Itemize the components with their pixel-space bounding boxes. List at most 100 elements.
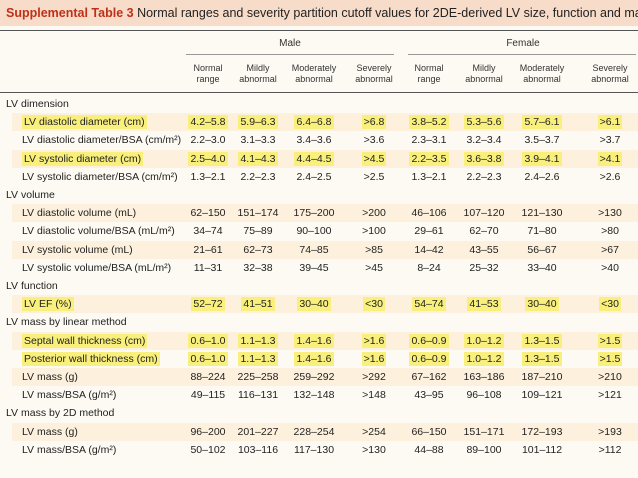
table-title: Supplemental Table 3 Normal ranges and s…: [0, 0, 638, 26]
table-number: Supplemental Table 3: [6, 6, 134, 20]
table-row: LV diastolic diameter (cm) 4.2–5.8 5.9–6.3…: [0, 113, 638, 132]
row-label: LV systolic diameter/BSA (cm/m²): [22, 168, 178, 186]
cell-value: >130: [362, 443, 386, 456]
table-cell: >1.6: [345, 350, 403, 368]
cell-value: 41–53: [467, 297, 501, 312]
table-cell: >193: [581, 423, 638, 441]
cell-value: >112: [598, 443, 622, 456]
cell-value: 151–171: [463, 425, 505, 438]
table-row: Septal wall thickness (cm) 0.6–1.0 1.1–1.3…: [0, 331, 638, 350]
table-cell: 132–148: [285, 386, 343, 404]
table-cell: 1.3–2.1: [400, 168, 458, 186]
table-cell: >130: [581, 204, 638, 222]
table-cell: 66–150: [400, 423, 458, 441]
row-label-text: Posterior wall thickness (cm): [22, 351, 160, 366]
table-cell: 14–42: [400, 241, 458, 259]
cell-value: 96–200: [190, 425, 226, 438]
column-header: Severely abnormal: [345, 59, 403, 89]
cell-value: 2.3–3.1: [411, 134, 447, 147]
row-label: LV mass/BSA (g/m²): [22, 386, 116, 404]
table-cell: >4.5: [345, 150, 403, 168]
row-label: Septal wall thickness (cm): [22, 332, 148, 350]
column-header-line: Moderately: [291, 63, 337, 73]
column-header-line: Normal: [414, 63, 444, 73]
cell-value: 163–186: [463, 371, 505, 383]
table-cell: 62–73: [229, 241, 287, 259]
table-cell: 43–95: [400, 386, 458, 404]
cell-value: 44–88: [414, 443, 444, 456]
cell-value: 4.4–4.5: [294, 151, 334, 166]
cell-value: 2.2–3.5: [409, 151, 449, 166]
table-row: LV diastolic diameter/BSA (cm/m²) 2.2–3.0…: [0, 131, 638, 149]
table-cell: 71–80: [513, 222, 571, 240]
table-cell: >1.5: [581, 350, 638, 368]
cell-value: 228–254: [293, 425, 335, 438]
cell-value: 1.1–1.3: [238, 333, 278, 348]
table-cell: 2.4–2.5: [285, 168, 343, 186]
cell-value: 107–120: [463, 207, 505, 220]
table-row: LV diastolic volume/BSA (mL/m²) 34–74 75–8…: [0, 222, 638, 240]
table-row: LV systolic volume/BSA (mL/m²) 11–31 32–38…: [0, 259, 638, 277]
cell-value: 3.2–3.4: [466, 134, 502, 147]
cell-value: >2.6: [599, 170, 621, 183]
table-cell: >3.7: [581, 131, 638, 149]
cell-value: >3.7: [599, 134, 621, 147]
table-cell: 3.5–3.7: [513, 131, 571, 149]
table-cell: 2.4–2.6: [513, 168, 571, 186]
row-label-text: LV systolic volume/BSA (mL/m²): [22, 261, 172, 274]
cell-value: >4.1: [597, 151, 623, 166]
table-cell: 21–61: [179, 241, 237, 259]
table-cell: 32–38: [229, 259, 287, 277]
cell-value: 32–38: [243, 261, 273, 274]
table-cell: 88–224: [179, 368, 237, 386]
cell-value: 67–162: [411, 371, 447, 383]
table-cell: 201–227: [229, 423, 287, 441]
table-cell: 30–40: [513, 295, 571, 313]
column-header-line: abnormal: [355, 74, 393, 84]
table-cell: 75–89: [229, 222, 287, 240]
cell-value: 2.2–3.0: [190, 134, 226, 147]
table-cell: 151–171: [455, 423, 513, 441]
cell-value: >121: [598, 389, 622, 402]
cell-value: >2.5: [363, 170, 385, 183]
cell-value: 43–55: [469, 243, 499, 256]
column-header-line: abnormal: [295, 74, 333, 84]
table-cell: 0.6–0.9: [400, 332, 458, 350]
cell-value: 62–150: [190, 207, 226, 220]
table-cell: 39–45: [285, 259, 343, 277]
table-cell: 46–106: [400, 204, 458, 222]
table-cell: 0.6–0.9: [400, 350, 458, 368]
table-row: LV mass (g) 88–224 225–258 259–292 >292 67–16…: [0, 368, 638, 386]
table-cell: 96–200: [179, 423, 237, 441]
cell-value: <30: [599, 297, 621, 312]
column-header: Mildly abnormal: [229, 59, 287, 89]
cell-value: >130: [598, 207, 622, 220]
table-cell: 56–67: [513, 241, 571, 259]
cell-value: >85: [365, 243, 383, 256]
cell-value: 30–40: [297, 297, 331, 312]
row-label: LV mass (g): [22, 368, 78, 386]
table-cell: >130: [345, 441, 403, 459]
column-header: Severely abnormal: [581, 59, 638, 89]
male-group-header: Male: [279, 38, 301, 49]
table-cell: 175–200: [285, 204, 343, 222]
cell-value: 2.4–2.5: [296, 170, 332, 183]
cell-value: 41–51: [241, 297, 275, 312]
column-header: Moderately abnormal: [285, 59, 343, 89]
column-header-line: abnormal: [239, 74, 277, 84]
table-cell: 50–102: [179, 441, 237, 459]
table-cell: >210: [581, 368, 638, 386]
table-cell: 151–174: [229, 204, 287, 222]
row-label: LV diastolic volume (mL): [22, 204, 136, 222]
cell-value: 5.7–6.1: [522, 115, 562, 130]
cell-value: 3.8–5.2: [409, 115, 449, 130]
table-cell: 49–115: [179, 386, 237, 404]
cell-value: >6.8: [361, 115, 387, 130]
cell-value: 3.1–3.3: [240, 134, 276, 147]
cell-value: 8–24: [417, 261, 441, 274]
section-title: LV function: [6, 280, 58, 292]
table-cell: 3.9–4.1: [513, 150, 571, 168]
cell-value: 30–40: [525, 297, 559, 312]
cell-value: 109–121: [521, 389, 563, 402]
cell-value: 21–61: [193, 243, 223, 256]
